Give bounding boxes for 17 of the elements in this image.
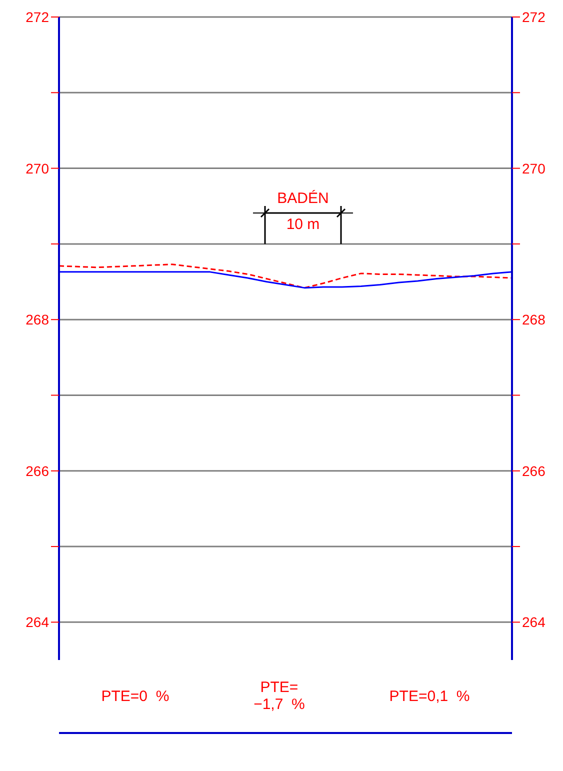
y2-tick-label: 268: [522, 312, 546, 328]
y-tick-label: 272: [26, 8, 50, 25]
line-series: [58, 264, 513, 289]
text: PTE=0 %: [95, 688, 176, 704]
y-tick-label: 270: [26, 160, 50, 176]
annotation: 10 m: [285, 216, 321, 233]
y2-tick-label: 264: [522, 614, 546, 630]
text: PTE=0,1 %: [383, 688, 476, 704]
annotation: BADÉN: [276, 190, 330, 207]
y-tick-label: 266: [26, 462, 50, 479]
line-series: [58, 271, 513, 289]
y2-tick-label: 272: [522, 8, 546, 25]
y-tick-label: 268: [26, 312, 50, 328]
text: PTE= −1,7 %: [248, 679, 311, 713]
y2-tick-label: 266: [522, 462, 546, 479]
y-tick-label: 264: [26, 614, 50, 630]
y2-tick-label: 270: [522, 160, 546, 176]
